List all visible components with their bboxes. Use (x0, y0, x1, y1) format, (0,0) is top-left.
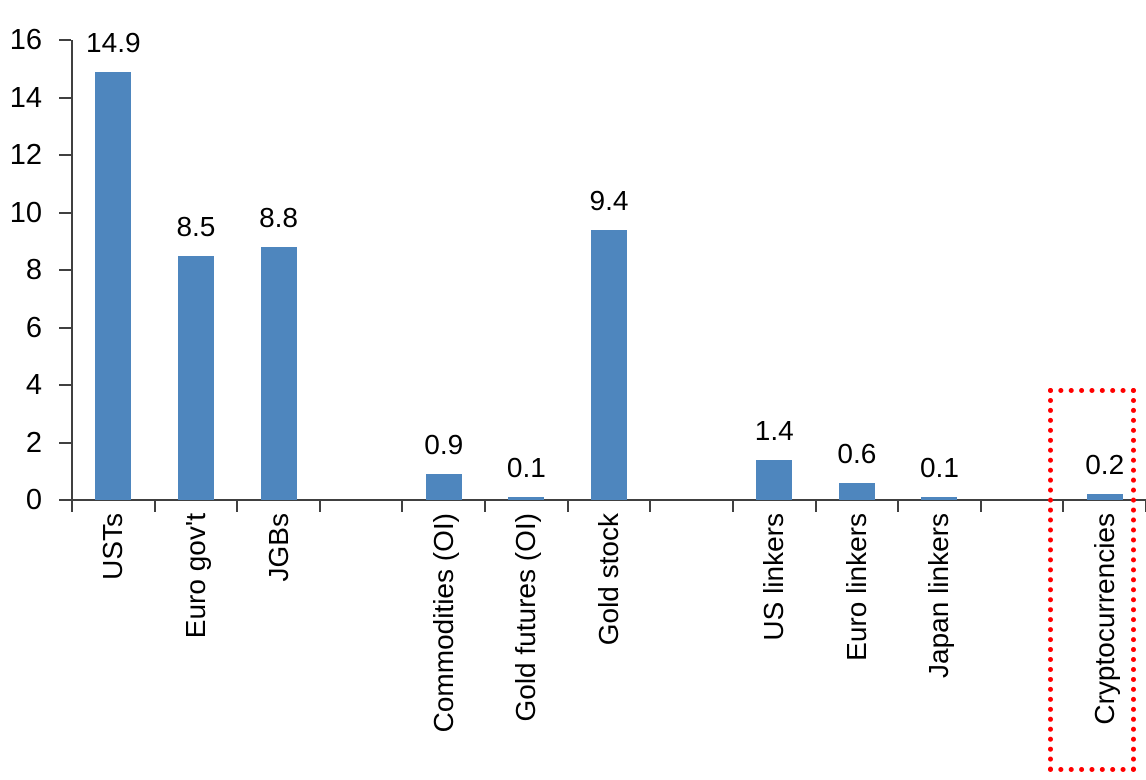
y-axis-tick-label: 10 (9, 196, 42, 229)
x-axis-tick (980, 500, 982, 512)
x-axis-tick (319, 500, 321, 512)
x-axis-tick (236, 500, 238, 512)
x-axis-tick (897, 500, 899, 512)
bar-commodities-oi (425, 474, 462, 500)
bar-value-label-usts: 14.9 (86, 26, 141, 58)
x-axis-tick (567, 500, 569, 512)
x-axis-line (71, 499, 1146, 501)
x-axis-label-jgbs: JGBs (262, 513, 294, 582)
x-axis-tick (1062, 500, 1064, 512)
bar-value-label-us-linkers: 1.4 (754, 414, 794, 446)
y-axis-tick-label: 14 (9, 81, 42, 114)
x-axis-tick (401, 500, 403, 512)
bar-value-label-jgbs: 8.8 (259, 202, 298, 233)
bar-value-label-euro-linkers: 0.6 (837, 437, 877, 469)
x-axis-label-gold-futures-oi: Gold futures (OI) (510, 513, 542, 722)
y-axis-tick (59, 39, 71, 41)
x-axis-tick (154, 500, 156, 512)
bar-value-label-commodities-oi: 0.9 (424, 429, 464, 461)
y-axis-tick (59, 441, 71, 444)
x-axis-label-japan-linkers: Japan linkers (923, 513, 955, 678)
y-axis-tick (59, 211, 71, 214)
bar-euro-gov-t (177, 255, 214, 500)
bar-gold-stock (591, 229, 627, 500)
x-axis-label-gold-stock: Gold stock (593, 513, 624, 646)
bar-euro-linkers (838, 482, 875, 500)
highlight-box-cryptocurrencies (1047, 388, 1136, 772)
y-axis-tick (59, 154, 71, 156)
y-axis-tick-label: 6 (25, 311, 42, 344)
y-axis-tick-label: 8 (25, 254, 42, 286)
bar-value-label-japan-linkers: 0.1 (919, 452, 959, 484)
bar-value-label-euro-gov-t: 8.5 (176, 210, 216, 242)
y-axis-tick-label: 0 (25, 484, 42, 516)
y-axis-tick (59, 326, 71, 329)
x-axis-label-euro-linkers: Euro linkers (840, 513, 872, 661)
x-axis-tick (649, 500, 651, 512)
y-axis-tick-label: 12 (9, 139, 42, 171)
bar-usts (95, 71, 132, 500)
bar-jgbs (260, 247, 297, 500)
x-axis-tick (484, 500, 486, 512)
bar-value-label-gold-stock: 9.4 (589, 184, 629, 216)
bar-value-label-gold-futures-oi: 0.1 (506, 452, 546, 484)
x-axis-label-usts: USTs (97, 513, 129, 580)
y-axis-tick-label: 4 (25, 369, 42, 401)
bar-us-linkers (756, 459, 793, 500)
y-axis-tick (59, 384, 71, 386)
x-axis-label-commodities-oi: Commodities (OI) (427, 513, 459, 733)
bar-gold-futures-oi (508, 497, 545, 500)
y-axis-tick (59, 96, 71, 99)
x-axis-tick (71, 500, 73, 512)
x-axis-label-us-linkers: US linkers (758, 513, 790, 641)
y-axis-tick-label: 16 (9, 24, 42, 56)
y-axis-line (71, 40, 73, 500)
x-axis-tick (815, 500, 817, 512)
x-axis-tick (732, 500, 734, 512)
x-axis-label-euro-gov-t: Euro gov't (179, 513, 211, 639)
bar-value-label-cryptocurrencies: 0.2 (1085, 449, 1125, 481)
y-axis-tick (59, 269, 71, 271)
y-axis-tick (59, 499, 71, 501)
y-axis-tick-label: 2 (25, 426, 42, 459)
bar-japan-linkers (921, 497, 958, 500)
bar-cryptocurrencies (1086, 494, 1123, 500)
